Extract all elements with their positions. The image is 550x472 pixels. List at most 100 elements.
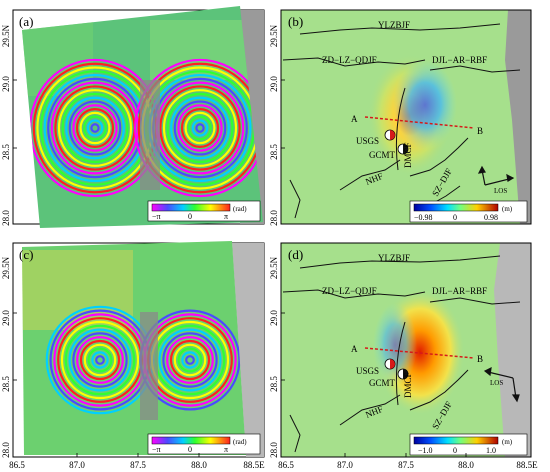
x-left-tick-4: 88.5E	[243, 460, 265, 470]
panel-c-interferogram	[22, 241, 246, 455]
panel-a-cb-min: −π	[152, 212, 161, 221]
panel-c-hillshade-edge	[232, 243, 264, 457]
fringe-ring	[166, 336, 214, 384]
panel-d-label-gcmt: GCMT	[369, 378, 396, 388]
panel-d-label-ylzbjf: YLZBJF	[378, 253, 410, 263]
panel-d-los-arrows	[483, 366, 520, 403]
panel-a-label: (a)	[19, 14, 33, 29]
fringe-ring	[83, 343, 117, 377]
panel-d-cb-mid: 0	[453, 446, 457, 455]
panel-d-label-usgs: USGS	[356, 366, 379, 376]
fringe-ring	[86, 119, 104, 137]
fringe-ring	[169, 339, 211, 381]
right-y-bottom-tick-1: 29.0	[269, 310, 279, 326]
panel-c-colorbar: −π 0 π (rad)	[147, 433, 261, 455]
fringe-ring	[158, 328, 222, 392]
panel-d-colorbar: −1.0 0 1.0 (m)	[409, 433, 528, 456]
fringe-ring	[173, 100, 227, 156]
fringe-ring	[76, 336, 124, 384]
fringe-ring	[83, 115, 107, 141]
panel-b-subsidence-lobe	[393, 60, 457, 150]
fringe-ring	[159, 85, 241, 171]
panel-b-gcmt-beachball	[397, 143, 409, 155]
panel-a-colorbar: −π 0 π (rad)	[147, 200, 261, 222]
panel-b-label-dmcf: DMCF	[403, 142, 413, 168]
x-left-tick-2: 87.5	[130, 460, 146, 470]
fringe-ring	[90, 123, 100, 133]
fringe-ring	[61, 92, 129, 164]
x-right-tick-4: 88.5E	[516, 460, 538, 470]
left-y-top-tick-2: 28.5	[1, 144, 11, 160]
left-y-top-tick-3: 28.0	[1, 210, 11, 226]
fringe-ring	[68, 328, 132, 392]
panel-b: (b) YLZBJF ZD−LZ−QDJF DJL−AR−RBF A B USG…	[280, 9, 532, 225]
x-right-tick-0: 86.5	[278, 460, 294, 470]
panel-d-label-dmcf: DMCF	[403, 372, 413, 398]
x-right-tick-2: 87.5	[398, 460, 414, 470]
panel-c-cb-max: π	[224, 445, 228, 454]
panel-d-label-djl: DJL−AR−RBF	[432, 286, 487, 296]
panel-b-frame	[280, 9, 532, 225]
fringe-ring	[177, 347, 203, 373]
panel-c-cb-unit: (rad)	[233, 438, 247, 446]
fringe-ring	[91, 351, 109, 369]
panel-b-profile-line	[364, 116, 475, 129]
x-left-tick-3: 88.0	[191, 460, 207, 470]
x-right-tick-1: 87.0	[337, 460, 353, 470]
panel-c-cb-mid: 0	[188, 445, 192, 454]
panel-c-cb-min: −π	[152, 445, 161, 454]
right-y-bottom-tick-3: 28.0	[269, 442, 279, 458]
right-y-top-tick-3: 28.0	[269, 210, 279, 226]
fringe-ring	[72, 104, 118, 152]
right-y-top-tick-0: 29.5N	[269, 24, 279, 47]
panel-d-usgs-beachball	[384, 358, 396, 370]
panel-b-label-a: A	[351, 114, 358, 124]
panel-d-label-a: A	[351, 344, 358, 354]
panel-a-cb-max: π	[224, 212, 228, 221]
x-right-tick-3: 88.0	[458, 460, 474, 470]
panel-b-label-djl: DJL−AR−RBF	[432, 55, 487, 65]
panel-b-hillshade-edge	[505, 10, 531, 224]
fringe-ring	[95, 355, 105, 365]
panel-b-faults	[282, 23, 521, 219]
panel-d-label: (d)	[288, 247, 303, 262]
panel-a-cb-unit: (rad)	[233, 205, 247, 213]
panel-b-label-los: LOS	[494, 187, 507, 195]
panel-d-profile-line	[364, 347, 475, 359]
fringe-ring	[65, 96, 125, 160]
panel-a-cb-mid: 0	[188, 212, 192, 221]
fringe-ring	[162, 332, 218, 388]
fringe-ring	[75, 107, 115, 148]
panel-b-label-b: B	[477, 126, 483, 136]
panel-c: (c) −π 0 π (rad)	[12, 241, 265, 458]
right-y-bottom-tick-2: 28.5	[269, 376, 279, 392]
fringe-ring	[177, 104, 223, 152]
panel-d-label-los: LOS	[490, 379, 503, 387]
panel-b-usgs-beachball	[384, 129, 396, 141]
fringe-ring	[195, 123, 205, 133]
panel-b-cb-min: −0.98	[414, 213, 433, 222]
fringe-ring	[68, 100, 122, 156]
fringe-ring	[181, 351, 199, 369]
panel-a: (a) −π 0 π (rad)	[12, 6, 265, 228]
panel-d-hillshade-edge	[494, 243, 531, 457]
panel-b-label: (b)	[288, 14, 303, 29]
left-y-bottom-tick-3: 28.0	[1, 442, 11, 458]
fringe-ring	[87, 347, 113, 373]
right-y-top-tick-1: 29.0	[269, 76, 279, 92]
fringe-ring	[162, 89, 238, 167]
fringe-ring	[57, 89, 133, 167]
fringe-ring	[170, 96, 230, 160]
fringe-ring	[79, 339, 121, 381]
panel-d-cb-max: 1.0	[486, 446, 496, 455]
fringe-ring	[173, 343, 207, 377]
panel-b-label-zd: ZD−LZ−QDJF	[322, 55, 377, 65]
fringe-ring	[79, 111, 111, 145]
fringe-ring	[72, 332, 128, 388]
panel-c-label: (c)	[19, 247, 33, 262]
panel-b-los-arrows	[477, 165, 515, 186]
left-y-bottom-tick-1: 29.0	[1, 310, 11, 326]
fringe-ring	[184, 111, 216, 145]
x-left-tick-1: 87.0	[69, 460, 85, 470]
